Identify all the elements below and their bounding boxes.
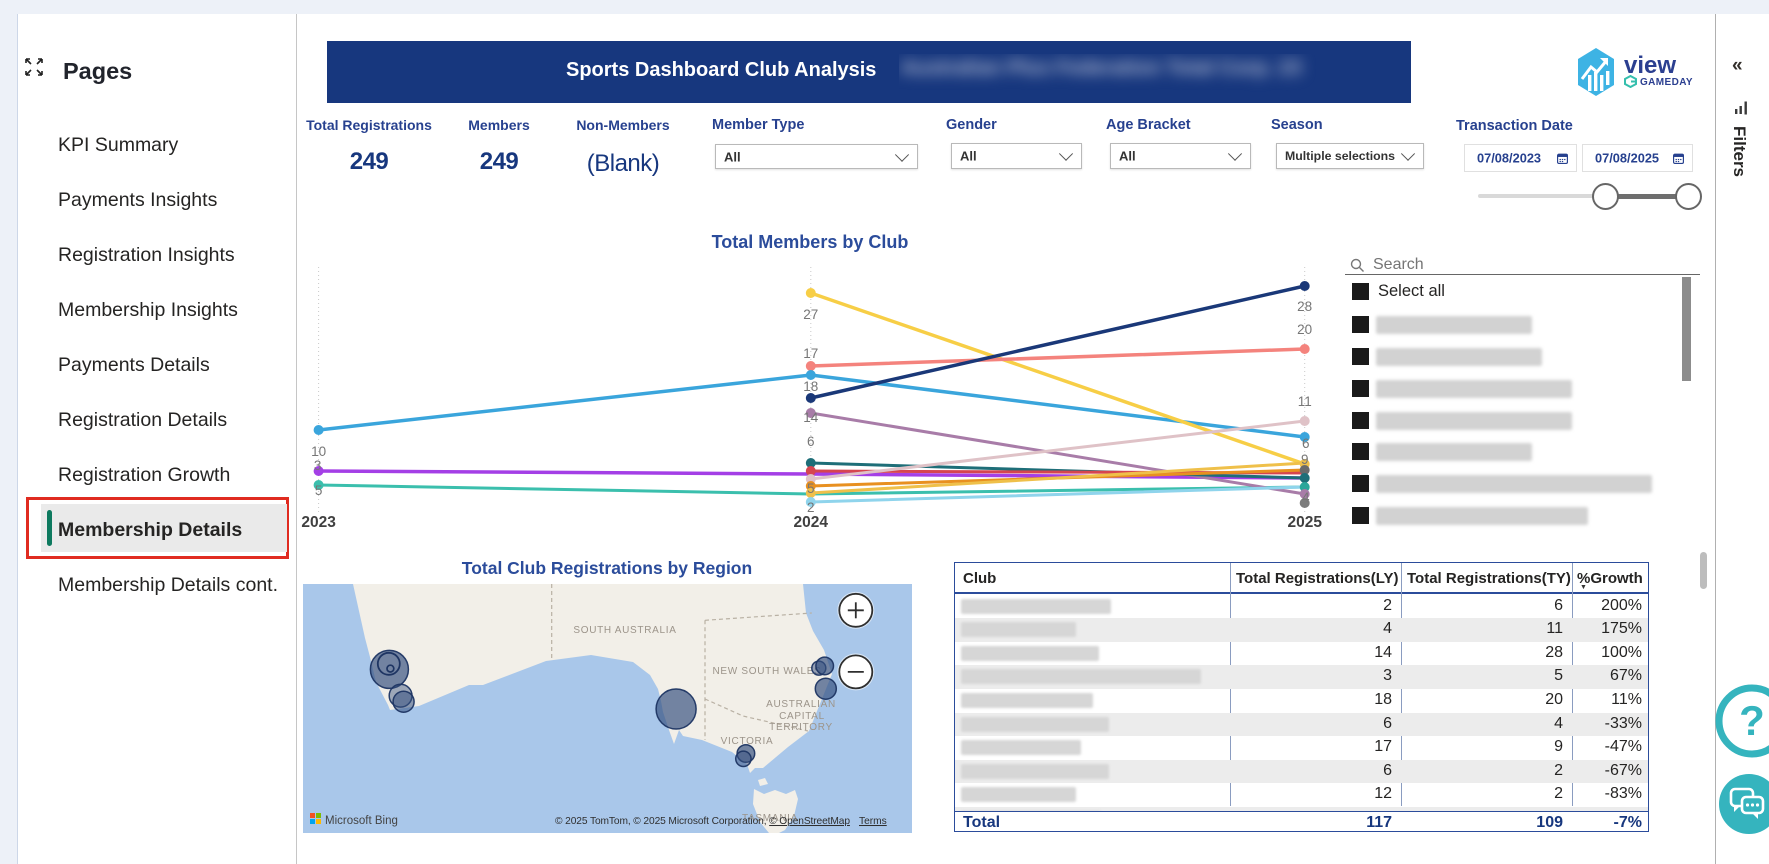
svg-text:2024: 2024 — [794, 514, 829, 531]
svg-text:5: 5 — [315, 483, 323, 498]
svg-text:5: 5 — [807, 481, 815, 496]
svg-text:TASMANIA: TASMANIA — [742, 813, 798, 824]
svg-text:28: 28 — [1297, 299, 1312, 314]
svg-text:Terms: Terms — [859, 816, 887, 827]
svg-text:27: 27 — [803, 307, 818, 322]
svg-text:9: 9 — [1301, 452, 1309, 467]
svg-text:NEW SOUTH WALES: NEW SOUTH WALES — [712, 666, 821, 677]
svg-text:© 2025 TomTom, © 2025 Microsof: © 2025 TomTom, © 2025 Microsoft Corporat… — [555, 816, 850, 827]
svg-text:11: 11 — [1298, 394, 1312, 409]
svg-text:18: 18 — [803, 379, 818, 394]
svg-text:?: ? — [1739, 697, 1765, 744]
svg-text:AUSTRALIAN: AUSTRALIAN — [766, 699, 836, 710]
svg-text:14: 14 — [803, 410, 819, 425]
svg-text:TERRITORY: TERRITORY — [769, 722, 833, 733]
svg-text:2: 2 — [807, 500, 815, 515]
svg-text:SOUTH AUSTRALIA: SOUTH AUSTRALIA — [573, 625, 676, 636]
svg-text:VICTORIA: VICTORIA — [721, 736, 774, 747]
svg-text:Microsoft Bing: Microsoft Bing — [325, 815, 398, 827]
svg-text:6: 6 — [807, 434, 815, 449]
svg-text:2025: 2025 — [1287, 514, 1322, 531]
svg-text:10: 10 — [311, 444, 326, 459]
svg-text:4: 4 — [1302, 490, 1310, 505]
svg-text:20: 20 — [1297, 322, 1312, 337]
svg-text:CAPITAL: CAPITAL — [779, 711, 825, 722]
svg-text:17: 17 — [803, 346, 818, 361]
svg-text:2023: 2023 — [301, 514, 336, 531]
svg-text:3: 3 — [314, 458, 322, 473]
svg-text:6: 6 — [1302, 436, 1310, 451]
